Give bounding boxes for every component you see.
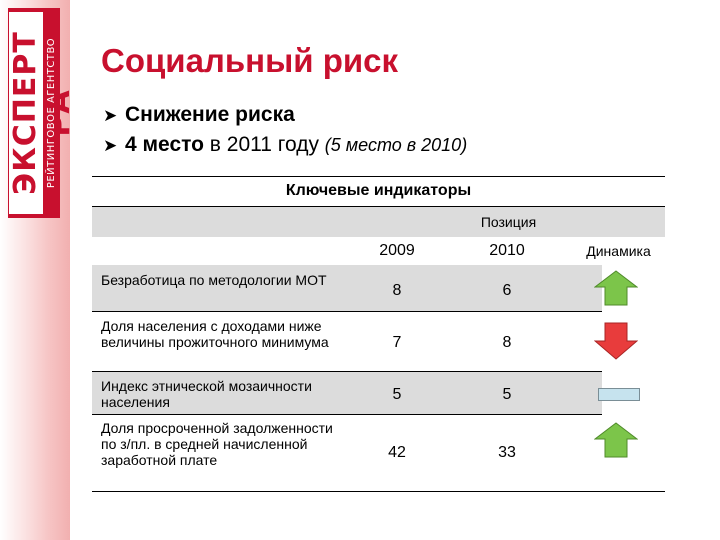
up-arrow-icon bbox=[594, 422, 638, 458]
position-header: Позиция bbox=[480, 214, 537, 230]
row-value-2010: 5 bbox=[502, 386, 512, 403]
bullet-bold-text: 4 место bbox=[125, 133, 204, 156]
table-bottom-rule bbox=[92, 491, 665, 492]
bullet-arrow-icon: ➤ bbox=[103, 136, 118, 155]
flat-bar-icon bbox=[598, 388, 640, 401]
row-label: Индекс этнической мозаичности населения bbox=[101, 378, 312, 410]
row-label: Безработица по методологии МОТ bbox=[101, 272, 327, 288]
down-arrow-icon bbox=[594, 322, 638, 360]
table-title: Ключевые индикаторы bbox=[285, 182, 472, 199]
row-band bbox=[92, 372, 602, 414]
col-header-2009: 2009 bbox=[379, 242, 415, 259]
brand-logo: ЭКСПЕРТ РА РЕЙТИНГОВОЕ АГЕНТСТВО bbox=[8, 8, 77, 218]
row-label: Доля просроченной задолженности по з/пл.… bbox=[101, 420, 333, 468]
bullet-italic-text: (5 место в 2010) bbox=[324, 135, 468, 155]
bullet-text: Снижение риска bbox=[125, 103, 295, 126]
logo-main-text: ЭКСПЕРТ РА bbox=[8, 12, 77, 214]
bullet-regular-text: в 2011 году bbox=[203, 133, 325, 156]
row-band bbox=[92, 265, 602, 311]
row-label: Доля населения с доходами ниже величины … bbox=[101, 318, 329, 350]
bullet-list: ➤ Снижение риска ➤ 4 место в 2011 году (5 … bbox=[103, 100, 467, 160]
col-header-2010: 2010 bbox=[489, 242, 525, 259]
indicators-table: Ключевые индикаторы Позиция 2009 2010 Ди… bbox=[92, 176, 665, 492]
bullet-item: ➤ Снижение риска bbox=[103, 100, 467, 130]
table-rule bbox=[92, 311, 602, 312]
row-value-2009: 7 bbox=[392, 334, 402, 351]
bullet-arrow-icon: ➤ bbox=[103, 106, 118, 125]
table-top-rule bbox=[92, 176, 665, 177]
row-value-2010: 33 bbox=[498, 444, 516, 461]
bullet-item: ➤ 4 место в 2011 году (5 место в 2010) bbox=[103, 130, 467, 160]
table-rule bbox=[92, 414, 602, 415]
row-value-2010: 8 bbox=[502, 334, 512, 351]
logo-sub-text: РЕЙТИНГОВОЕ АГЕНТСТВО bbox=[46, 37, 57, 189]
up-arrow-icon bbox=[594, 270, 638, 306]
row-value-2009: 5 bbox=[392, 386, 402, 403]
position-header-band bbox=[92, 207, 665, 237]
col-header-dynamics: Динамика bbox=[586, 243, 651, 259]
table-rule bbox=[92, 371, 602, 372]
row-value-2009: 8 bbox=[392, 282, 402, 299]
row-value-2009: 42 bbox=[388, 444, 406, 461]
row-value-2010: 6 bbox=[502, 282, 512, 299]
slide-title: Социальный риск bbox=[101, 42, 399, 79]
table-rule bbox=[92, 206, 665, 207]
